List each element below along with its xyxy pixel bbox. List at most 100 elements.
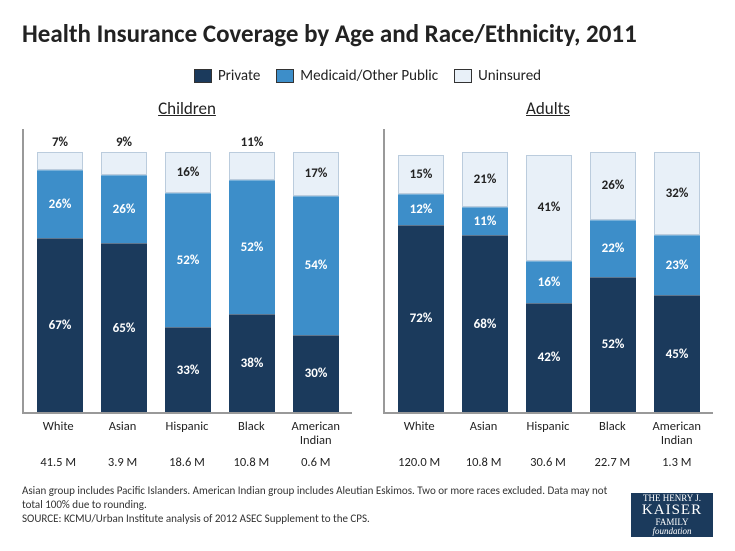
bar-segment-uninsured: 17% [293,152,339,196]
panel-title: Children [22,98,352,119]
bar-segment-medicaid: 23% [654,235,700,295]
bar-stack: 17%54%30% [293,152,339,412]
segment-label: 7% [52,135,68,150]
total-label: 41.5 M [31,455,86,470]
bar-segment-private: 33% [165,327,211,412]
bar-stack: 7%26%67% [37,152,83,412]
bar-segment-uninsured: 16% [165,152,211,193]
category-label: White [31,420,86,452]
bar-segment-uninsured: 21% [462,152,508,207]
bar-column: 15%12%72% [394,152,449,412]
bar-stack: 16%52%33% [165,152,211,412]
totals-row: 41.5 M 3.9 M 18.6 M 10.8 M 0.6 M [22,452,352,470]
legend: Private Medicaid/Other Public Uninsured [22,67,713,88]
total-label: 1.3 M [649,455,704,470]
legend-label: Medicaid/Other Public [300,67,438,85]
bar-column: 7%26%67% [33,152,88,412]
footnote: Asian group includes Pacific Islanders. … [22,484,612,525]
footnote-text: Asian group includes Pacific Islanders. … [22,484,612,512]
logo-line: foundation [631,527,713,536]
segment-label: 11% [241,135,264,150]
legend-item: Medicaid/Other Public [276,67,438,85]
total-label: 10.8 M [224,455,279,470]
bar-column: 26%22%52% [586,152,641,412]
legend-item: Private [194,67,260,85]
category-label: Asian [456,420,511,452]
bar-segment-private: 67% [37,238,83,412]
bar-column: 11%52%38% [225,152,280,412]
bar-segment-private: 68% [462,235,508,412]
category-label: American Indian [288,420,343,452]
legend-swatch [194,69,212,83]
legend-item: Uninsured [454,67,541,85]
charts-container: Children7%26%67%9%26%65%16%52%33%11%52%3… [22,98,713,470]
category-label: Black [585,420,640,452]
bar-column: 17%54%30% [289,152,344,412]
bar-column: 16%52%33% [161,152,216,412]
bar-segment-private: 38% [229,314,275,412]
bar-segment-uninsured: 15% [398,155,444,194]
bar-segment-medicaid: 22% [590,220,636,277]
bar-segment-medicaid: 16% [526,261,572,303]
bar-segment-private: 65% [101,243,147,412]
total-label: 22.7 M [585,455,640,470]
total-label: 0.6 M [288,455,343,470]
kaiser-logo: THE HENRY J. KAISER FAMILY foundation [631,493,713,537]
legend-label: Private [218,67,260,85]
total-label: 30.6 M [520,455,575,470]
bar-segment-medicaid: 26% [37,170,83,238]
bar-segment-uninsured: 32% [654,152,700,235]
chart-panel: Children7%26%67%9%26%65%16%52%33%11%52%3… [22,98,352,470]
bar-segment-medicaid: 12% [398,194,444,225]
bar-stack: 9%26%65% [101,152,147,412]
total-label: 3.9 M [95,455,150,470]
bar-stack: 41%16%42% [526,152,572,412]
bars-area: 15%12%72%21%11%68%41%16%42%26%22%52%32%2… [383,129,713,414]
logo-line: KAISER [631,503,713,518]
legend-swatch [454,69,472,83]
bar-segment-uninsured: 26% [590,152,636,220]
bar-stack: 21%11%68% [462,152,508,412]
bar-stack: 15%12%72% [398,152,444,412]
category-label: White [392,420,447,452]
bar-segment-medicaid: 54% [293,196,339,335]
bar-stack: 32%23%45% [654,152,700,412]
bar-segment-private: 45% [654,295,700,412]
total-label: 120.0 M [392,455,447,470]
bar-column: 32%23%45% [650,152,705,412]
bar-segment-private: 72% [398,225,444,412]
bar-column: 9%26%65% [97,152,152,412]
bar-segment-uninsured: 7% [37,152,83,170]
axis-labels: White Asian Hispanic Black American Indian [383,414,713,452]
bar-segment-medicaid: 52% [165,193,211,327]
bar-column: 21%11%68% [458,152,513,412]
category-label: Hispanic [520,420,575,452]
category-label: Hispanic [159,420,214,452]
bar-segment-medicaid: 26% [101,175,147,243]
bar-stack: 26%22%52% [590,152,636,412]
chart-title: Health Insurance Coverage by Age and Rac… [22,18,713,49]
total-label: 10.8 M [456,455,511,470]
panel-title: Adults [383,98,713,119]
legend-label: Uninsured [478,67,541,85]
bar-segment-uninsured: 9% [101,152,147,175]
bar-segment-private: 30% [293,335,339,412]
category-label: Black [224,420,279,452]
axis-labels: White Asian Hispanic Black American Indian [22,414,352,452]
bar-segment-private: 42% [526,303,572,412]
bar-segment-uninsured: 11% [229,152,275,180]
totals-row: 120.0 M 10.8 M 30.6 M 22.7 M 1.3 M [383,452,713,470]
bar-column: 41%16%42% [522,152,577,412]
bar-segment-medicaid: 52% [229,180,275,314]
bar-stack: 11%52%38% [229,152,275,412]
bars-area: 7%26%67%9%26%65%16%52%33%11%52%38%17%54%… [22,129,352,414]
chart-panel: Adults 15%12%72% 21%11%68% 41%16%42% 26%22%5… [383,98,713,470]
category-label: Asian [95,420,150,452]
segment-label: 9% [116,135,132,150]
legend-swatch [276,69,294,83]
category-label: American Indian [649,420,704,452]
footnote-source: SOURCE: KCMU/Urban Institute analysis of… [22,512,612,526]
bar-segment-uninsured: 41% [526,155,572,262]
total-label: 18.6 M [159,455,214,470]
bar-segment-private: 52% [590,277,636,412]
